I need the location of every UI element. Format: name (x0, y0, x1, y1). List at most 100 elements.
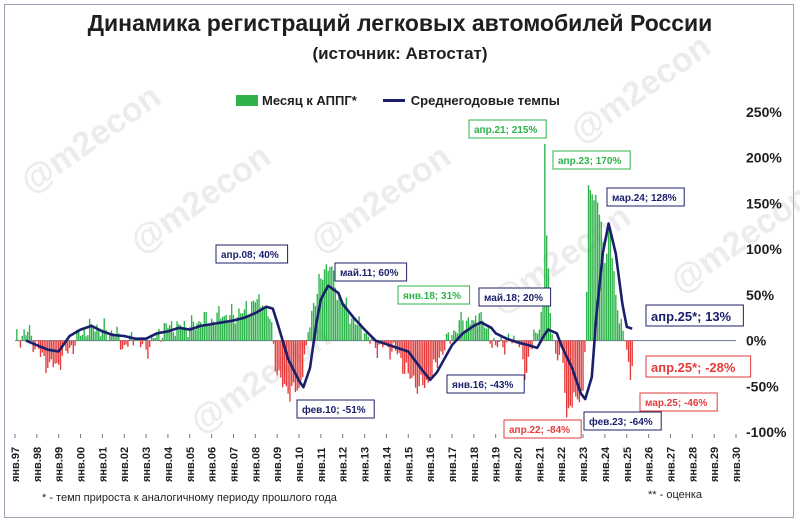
bar-monthly (245, 301, 247, 341)
bar-monthly (494, 340, 497, 346)
bar-monthly (438, 340, 440, 358)
bar-monthly (289, 340, 291, 402)
annotation-label: апр.25*; -28% (651, 360, 736, 375)
annotation-box (468, 119, 547, 139)
y-tick-label: 100% (746, 241, 782, 257)
bar-monthly (487, 325, 490, 341)
bar-monthly (342, 304, 344, 341)
bar-monthly (525, 340, 528, 373)
bar-monthly (622, 330, 624, 341)
x-tick-label: янв.19 (491, 447, 503, 482)
bar-monthly (101, 329, 104, 341)
bar-monthly (169, 325, 171, 341)
annotation-label: янв.18; 31% (403, 291, 461, 302)
bar-monthly (291, 340, 293, 386)
bar-monthly (283, 340, 286, 385)
bar-monthly (167, 327, 169, 341)
bar-monthly (263, 309, 266, 341)
x-tick-label: янв.05 (185, 447, 197, 482)
bar-monthly (393, 340, 395, 343)
bar-monthly (582, 340, 584, 391)
bar-monthly (555, 340, 557, 354)
bar-monthly (367, 336, 369, 341)
bar-monthly (480, 311, 482, 341)
bar-monthly (398, 340, 400, 353)
legend-bar-label: Месяц к АППГ* (262, 93, 357, 108)
x-tick-label: янв.28 (687, 447, 699, 482)
bar-monthly (174, 335, 176, 341)
chart-legend: Месяц к АППГ* Среднегодовые темпы (236, 93, 560, 108)
bar-monthly (154, 337, 156, 341)
x-tick-label: янв.03 (141, 447, 153, 482)
x-tick-label: янв.10 (294, 447, 306, 482)
bar-monthly (16, 329, 18, 341)
bar-monthly (30, 335, 33, 341)
bar-monthly (287, 340, 289, 394)
bar-monthly (332, 270, 335, 341)
bar-monthly (276, 340, 278, 376)
bar-monthly (254, 302, 257, 341)
bar-monthly (507, 333, 510, 341)
bar-monthly (312, 302, 315, 341)
bar-monthly (183, 321, 186, 341)
bar-monthly (629, 340, 632, 380)
annotation-label: апр.08; 40% (221, 250, 279, 261)
bar-monthly (576, 340, 579, 400)
x-tick-label: янв.21 (534, 447, 546, 482)
annotation-box (446, 374, 525, 394)
bar-monthly (604, 262, 606, 341)
x-tick-label: янв.15 (403, 447, 415, 482)
annotation-box (215, 244, 289, 264)
bar-monthly (352, 318, 355, 341)
bar-monthly (205, 312, 207, 341)
bar-monthly (240, 313, 242, 341)
bar-monthly (460, 311, 462, 341)
bar-monthly (305, 340, 307, 346)
bar-monthly (533, 329, 535, 341)
bar-monthly (298, 340, 300, 389)
bar-monthly (613, 271, 615, 341)
bar-monthly (482, 320, 484, 341)
annotation-label: мар.25; -46% (645, 398, 707, 409)
x-tick-label: янв.09 (272, 447, 284, 482)
bar-monthly (265, 305, 267, 341)
bar-monthly (48, 340, 51, 363)
bar-monthly (149, 340, 151, 347)
bar-monthly (212, 321, 215, 341)
bar-monthly (252, 300, 255, 341)
annotation-label: апр.25*; 13% (651, 309, 732, 324)
bar-monthly (376, 340, 379, 358)
bar-monthly (201, 326, 204, 341)
bar-monthly (473, 320, 475, 341)
bar-monthly (429, 340, 431, 381)
bar-monthly (340, 300, 342, 341)
bar-monthly (147, 340, 149, 359)
bar-monthly (294, 340, 297, 393)
bar-monthly (496, 340, 499, 348)
bar-monthly (433, 340, 435, 360)
bar-monthly (394, 340, 397, 351)
bar-monthly (427, 340, 429, 383)
x-tick-label: янв.27 (665, 447, 677, 482)
bar-monthly (571, 340, 573, 408)
bar-monthly (602, 242, 604, 341)
bar-monthly (221, 316, 224, 341)
bar-monthly (94, 331, 96, 341)
bar-monthly (445, 333, 448, 341)
x-tick-label: янв.20 (513, 447, 525, 482)
bar-monthly (589, 190, 592, 341)
bar-monthly (365, 331, 368, 341)
bar-monthly (380, 339, 382, 341)
bar-monthly (23, 329, 25, 341)
bar-monthly (280, 340, 282, 378)
bar-monthly (456, 333, 459, 341)
annotation-box (606, 187, 685, 207)
x-tick-label: янв.30 (731, 447, 743, 482)
bar-monthly (444, 340, 446, 351)
bar-monthly (469, 324, 471, 341)
bar-monthly (369, 340, 371, 344)
bar-monthly (303, 340, 306, 355)
bar-monthly (551, 333, 553, 341)
annotation-box (645, 304, 744, 327)
bar-monthly (251, 301, 253, 341)
